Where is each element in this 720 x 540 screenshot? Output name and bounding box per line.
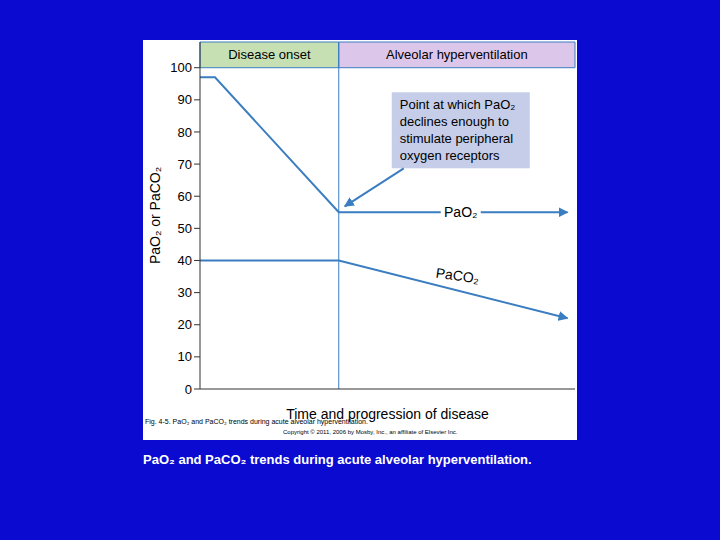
html-text:Fig. 4-5. PaO₂ and PaCO₂ trend: Fig. 4-5. PaO₂ and PaCO₂ trends during a… (145, 418, 368, 425)
svg-text:PaO₂ or PaCO₂: PaO₂ or PaCO₂ (147, 167, 163, 264)
svg-text:Disease onset: Disease onset (228, 47, 311, 62)
svg-text:20: 20 (178, 317, 192, 332)
svg-text:Point at which PaO₂: Point at which PaO₂ (400, 97, 516, 112)
svg-text:100: 100 (170, 60, 192, 75)
svg-text:70: 70 (178, 157, 192, 172)
svg-text:0: 0 (185, 382, 192, 397)
html-text:PaO₂ and PaCO₂ trends during a: PaO₂ and PaCO₂ trends during acute alveo… (143, 452, 532, 467)
html-text:Copyright © 2011, 2006 by Mosb: Copyright © 2011, 2006 by Mosby, Inc., a… (283, 429, 458, 435)
svg-text:60: 60 (178, 189, 192, 204)
svg-text:PaCO₂: PaCO₂ (435, 265, 480, 287)
svg-text:90: 90 (178, 92, 192, 107)
svg-text:10: 10 (178, 349, 192, 364)
svg-text:Alveolar hyperventilation: Alveolar hyperventilation (386, 47, 528, 62)
svg-text:30: 30 (178, 285, 192, 300)
svg-text:40: 40 (178, 253, 192, 268)
svg-text:stimulate peripheral: stimulate peripheral (400, 131, 514, 146)
svg-text:oxygen receptors: oxygen receptors (400, 148, 500, 163)
svg-text:50: 50 (178, 221, 192, 236)
svg-text:Time and progression of diseas: Time and progression of disease (286, 406, 489, 422)
svg-text:80: 80 (178, 125, 192, 140)
svg-text:PaO₂: PaO₂ (444, 204, 477, 220)
svg-text:declines enough to: declines enough to (400, 114, 509, 129)
